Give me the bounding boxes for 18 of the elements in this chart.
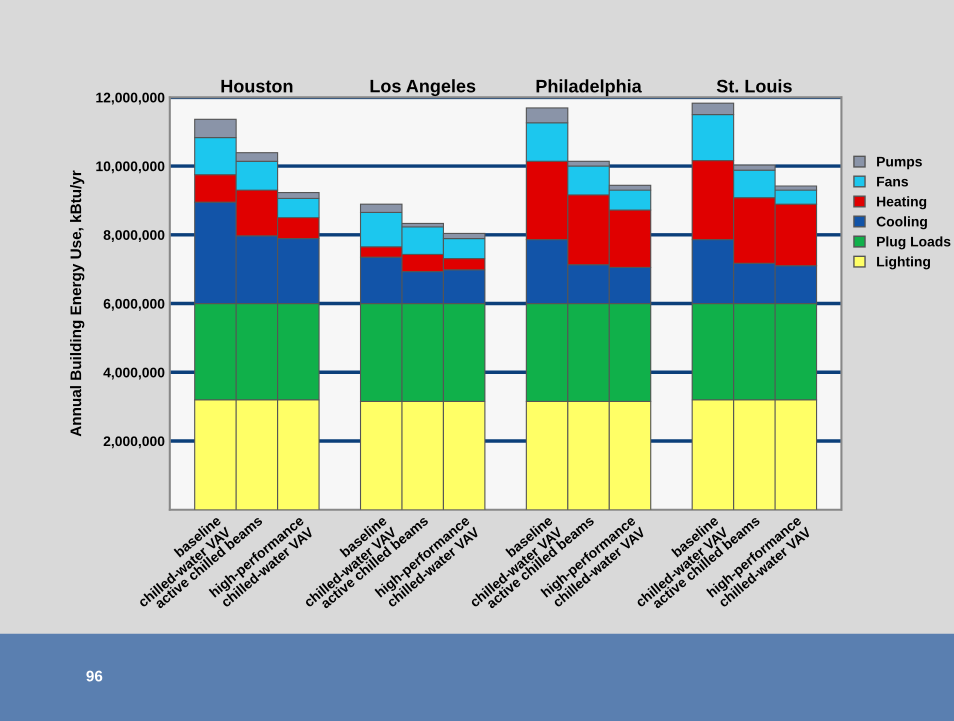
y-tick-label: 6,000,000 xyxy=(104,298,164,311)
text: Los Angeles xyxy=(370,79,476,96)
legend-label: Fans xyxy=(877,176,908,187)
y-tick-label: 12,000,000 xyxy=(96,92,164,105)
legend-label: Lighting xyxy=(877,256,930,270)
text: St. Louis xyxy=(716,79,792,93)
text: Houston xyxy=(221,80,292,93)
y-tick-label: 10,000,000 xyxy=(96,161,164,174)
legend-label: Heating xyxy=(877,196,926,210)
y-axis-title: Annual Building Energy Use, kBtu/yr xyxy=(70,170,84,436)
y-tick-label: 2,000,000 xyxy=(104,436,164,448)
y-tick-label: 4,000,000 xyxy=(103,368,164,380)
text: Philadelphia xyxy=(536,79,642,96)
legend-label: Cooling xyxy=(876,216,927,230)
y-tick-label: 8,000,000 xyxy=(104,230,164,242)
legend-label: Pumps xyxy=(877,156,922,170)
text: 96 xyxy=(86,670,102,682)
legend-label: Plug Loads xyxy=(877,236,950,250)
